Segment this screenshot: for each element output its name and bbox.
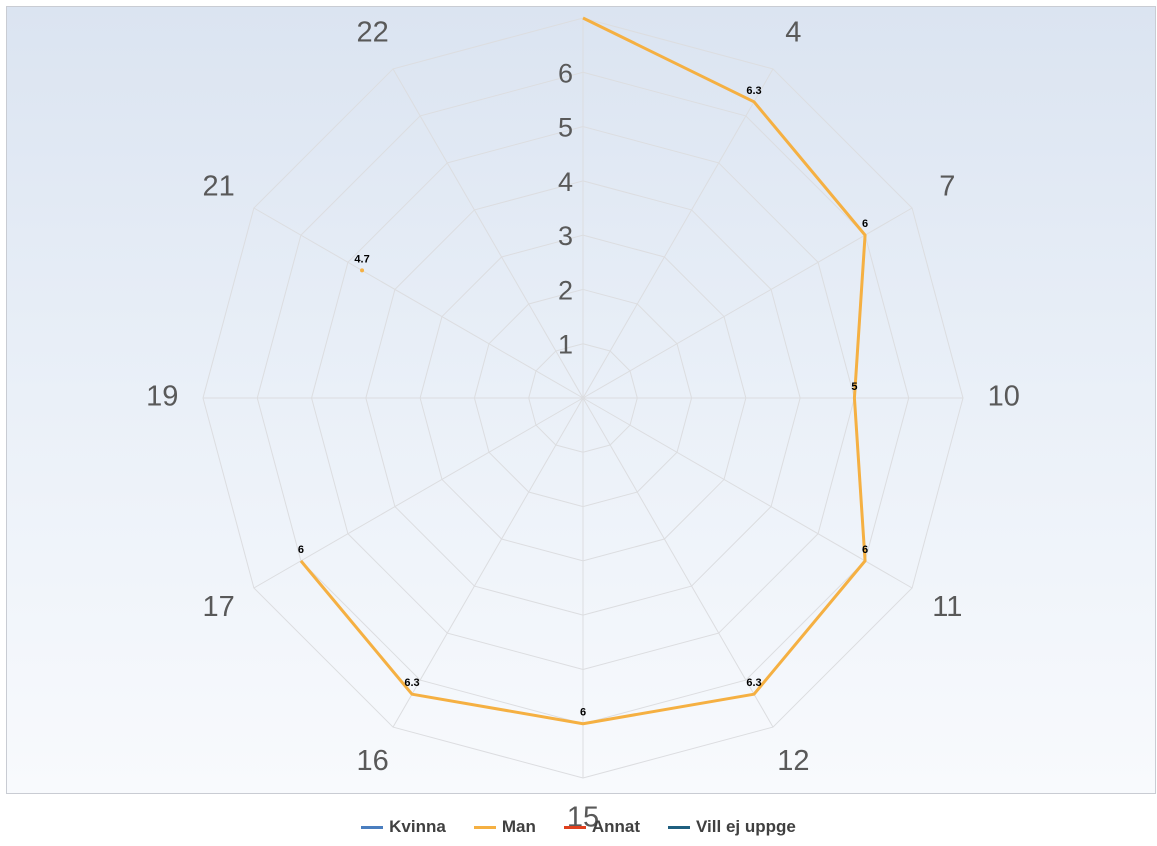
data-label-11: 6	[862, 544, 868, 556]
category-label-12: 12	[777, 745, 809, 777]
data-label-17: 6	[298, 544, 304, 556]
r-tick-label-4: 4	[558, 167, 573, 197]
category-label-7: 7	[939, 170, 955, 202]
r-tick-label-5: 5	[558, 113, 573, 143]
grid-spoke-7	[582, 207, 913, 399]
grid-spoke-11	[582, 397, 913, 589]
legend-item-kvinna[interactable]: Kvinna	[361, 817, 446, 837]
legend-swatch-annat	[563, 825, 586, 829]
grid-spoke-12	[582, 397, 774, 728]
legend-label-vill-ej-uppge: Vill ej uppge	[696, 817, 796, 836]
category-label-19: 19	[146, 381, 178, 413]
data-label-4: 6.3	[746, 85, 761, 97]
data-label-21: 4.7	[354, 253, 369, 265]
category-label-16: 16	[357, 745, 389, 777]
plot-area	[6, 6, 1156, 794]
category-label-22: 22	[357, 16, 389, 48]
grid-spoke-17	[253, 397, 584, 589]
r-tick-label-2: 2	[558, 275, 573, 305]
legend-item-man[interactable]: Man	[473, 817, 536, 837]
grid-spoke-4	[582, 68, 774, 399]
r-tick-label-6: 6	[558, 58, 573, 88]
category-label-21: 21	[203, 170, 235, 202]
legend-label-annat: Annat	[591, 817, 641, 836]
legend-label-man: Man	[501, 817, 536, 836]
grid-spoke-22	[392, 68, 584, 399]
category-label-10: 10	[988, 381, 1020, 413]
legend-swatch-man	[473, 825, 496, 829]
data-point-21	[360, 268, 365, 273]
category-label-17: 17	[203, 591, 235, 623]
grid-spoke-16	[392, 397, 584, 728]
data-label-16: 6.3	[404, 677, 419, 689]
series-line-man	[299, 16, 867, 726]
data-label-10: 5	[851, 381, 857, 393]
grid-spoke-21	[253, 207, 584, 399]
legend: Kvinna Man Annat Vill ej uppge	[0, 817, 1157, 837]
legend-swatch-kvinna	[361, 825, 384, 829]
legend-item-annat[interactable]: Annat	[563, 817, 641, 837]
legend-swatch-vill-ej-uppge	[668, 825, 691, 829]
legend-item-vill-ej-uppge[interactable]: Vill ej uppge	[668, 817, 796, 837]
r-tick-label-1: 1	[558, 330, 573, 360]
data-label-15: 6	[580, 707, 586, 719]
data-label-7: 6	[862, 218, 868, 230]
category-label-11: 11	[932, 591, 962, 623]
data-label-12: 6.3	[746, 677, 761, 689]
category-label-4: 4	[785, 16, 801, 48]
r-tick-label-3: 3	[558, 221, 573, 251]
legend-label-kvinna: Kvinna	[389, 817, 446, 836]
